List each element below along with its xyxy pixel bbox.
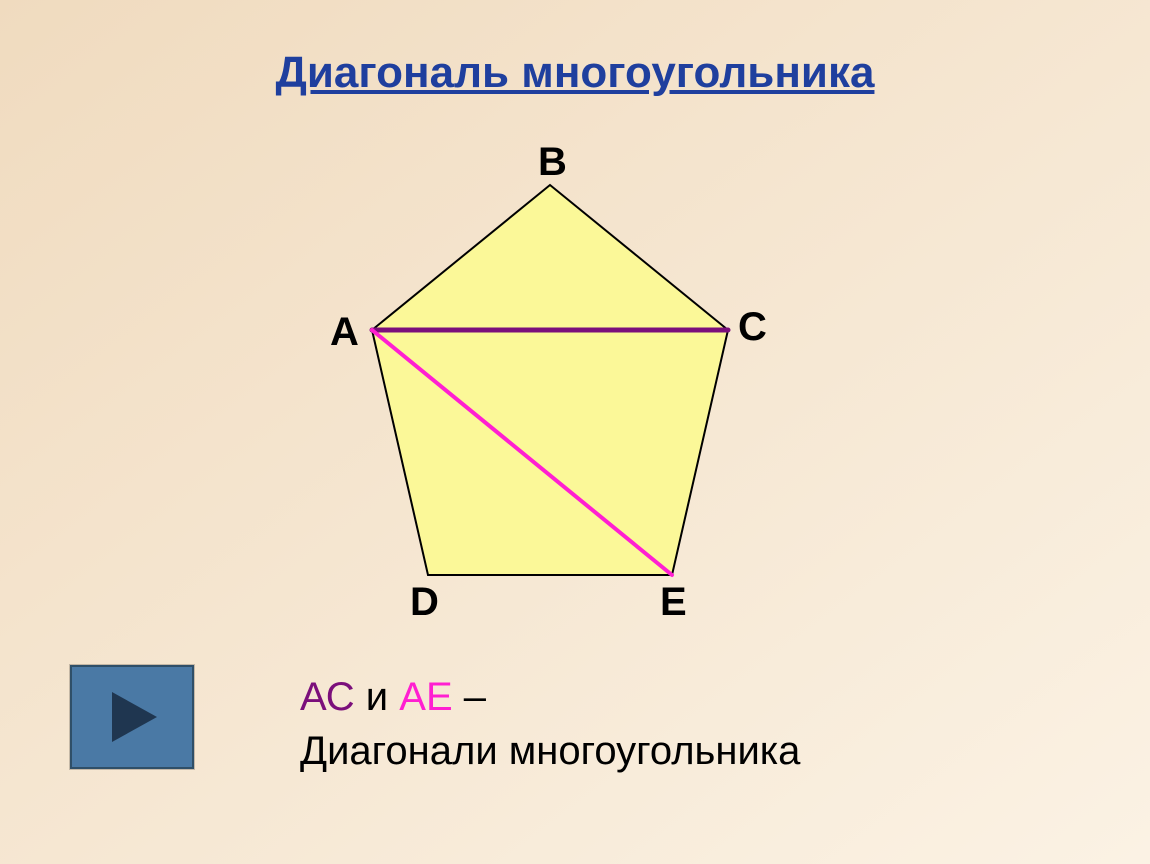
caption-ae: АЕ xyxy=(399,675,452,719)
caption-dash: – xyxy=(453,675,486,719)
caption-ac: АС xyxy=(300,675,355,719)
vertex-label-a: A xyxy=(330,310,359,355)
vertex-label-b: B xyxy=(538,140,567,185)
pentagon-diagram: A B C D E xyxy=(290,155,810,635)
slide-title: Диагональ многоугольника xyxy=(0,48,1150,98)
next-slide-button[interactable] xyxy=(70,665,194,769)
pentagon-svg xyxy=(290,155,810,635)
vertex-label-d: D xyxy=(410,580,439,625)
play-arrow-icon xyxy=(102,687,162,747)
vertex-label-c: C xyxy=(738,305,767,350)
vertex-label-e: E xyxy=(660,580,687,625)
diagonal-caption: АС и АЕ – Диагонали многоугольника xyxy=(300,670,800,778)
caption-line2: Диагонали многоугольника xyxy=(300,729,800,773)
caption-and: и xyxy=(355,675,400,719)
slide-background: Диагональ многоугольника A B C D E АС и … xyxy=(0,0,1150,864)
